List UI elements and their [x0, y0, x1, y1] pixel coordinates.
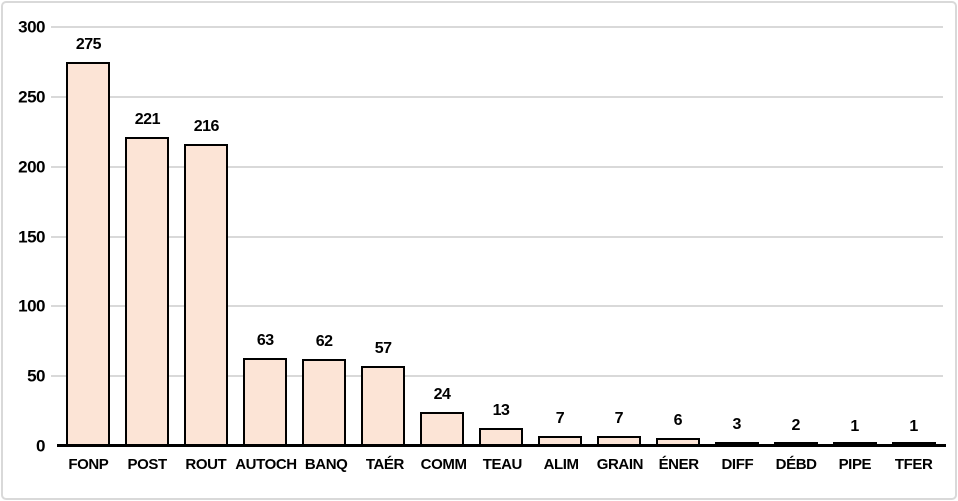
x-axis-line — [57, 444, 946, 447]
y-tick-label: 100 — [18, 296, 45, 316]
gridline-300 — [51, 26, 943, 28]
y-tick-label: 0 — [36, 436, 45, 456]
bar-group-POST: 221 — [118, 27, 177, 446]
plot-area: 0 50 100 150 200 250 300 275 221 216 63 62 57 24 13 7 7… — [18, 19, 946, 455]
y-tick-label: 50 — [27, 366, 45, 386]
bar-group-GRAIN: 7 — [589, 27, 648, 446]
bar-group-COMM: 24 — [413, 27, 472, 446]
data-label: 216 — [193, 118, 220, 136]
x-tick-label: ALIM — [543, 456, 579, 473]
bar — [420, 412, 465, 446]
x-tick-label: GRAIN — [596, 456, 644, 473]
bar-group-PIPE: 1 — [825, 27, 884, 446]
bar-group-FONP: 275 — [59, 27, 118, 446]
bar-group-ROUT: 216 — [177, 27, 236, 446]
bar-group-TAÉR: 57 — [354, 27, 413, 446]
data-label: 1 — [850, 418, 859, 435]
bar-group-DIFF: 3 — [707, 27, 766, 446]
gridline-150 — [51, 235, 943, 238]
x-tick-label: TAÉR — [365, 456, 405, 473]
x-tick-label: POST — [127, 456, 168, 473]
data-label: 1 — [909, 418, 918, 435]
bar-group-BANQ: 62 — [295, 27, 354, 446]
bar-group-TEAU: 13 — [472, 27, 531, 446]
data-label: 57 — [374, 340, 392, 358]
data-label: 63 — [256, 332, 274, 350]
y-tick-label: 300 — [18, 17, 45, 37]
y-tick-label: 150 — [18, 227, 45, 246]
x-tick-label: FONP — [68, 456, 109, 473]
bar-group-DÉBD: 2 — [766, 27, 825, 446]
bar-group-AUTOCH: 63 — [236, 27, 295, 446]
x-tick-label: PIPE — [838, 456, 872, 473]
data-label: 6 — [673, 411, 683, 429]
x-tick-label: ÉNER — [658, 456, 699, 473]
gridline-250 — [51, 95, 943, 98]
x-tick-label: DÉBD — [775, 456, 817, 473]
gridline-100 — [51, 305, 943, 308]
bar — [302, 359, 347, 446]
data-label: 24 — [433, 386, 451, 404]
x-tick-label: BANQ — [304, 456, 348, 473]
gridline-200 — [51, 165, 943, 168]
bar-group-TFER: 1 — [884, 27, 943, 446]
x-tick-label: ROUT — [185, 456, 227, 473]
data-label: 7 — [555, 410, 565, 428]
bar — [184, 144, 229, 446]
bar — [243, 358, 288, 446]
bar-group-ÉNER: 6 — [648, 27, 707, 446]
bar — [125, 137, 170, 446]
y-tick-label: 200 — [18, 157, 45, 177]
data-label: 62 — [315, 333, 333, 351]
x-axis-category-labels: FONP POST ROUT AUTOCH BANQ TAÉR COMM TEAU ALIM GR… — [59, 453, 943, 477]
data-label: 7 — [614, 410, 624, 428]
data-label: 3 — [732, 415, 742, 433]
x-tick-label: TFER — [894, 456, 933, 473]
bar — [66, 61, 111, 446]
bar — [361, 366, 406, 446]
x-tick-label: COMM — [420, 456, 467, 473]
x-tick-label: TEAU — [482, 456, 523, 473]
gridline-50 — [51, 375, 943, 378]
data-label: 221 — [134, 111, 161, 129]
y-tick-label: 250 — [18, 87, 45, 107]
x-tick-label: DIFF — [721, 456, 754, 473]
data-label: 13 — [492, 401, 510, 419]
data-label: 2 — [791, 417, 800, 435]
bar-group-ALIM: 7 — [530, 27, 589, 446]
x-tick-label: AUTOCH — [235, 456, 297, 473]
data-label: 275 — [75, 35, 102, 53]
